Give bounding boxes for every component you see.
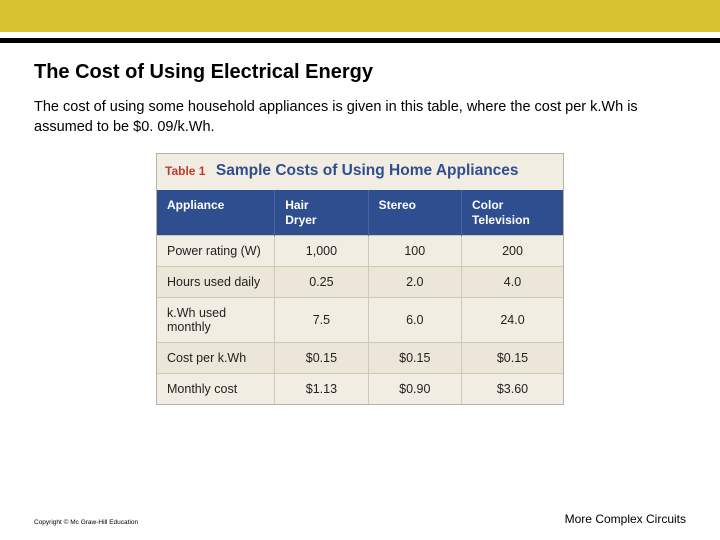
cell: $1.13 (275, 373, 368, 404)
table-row: Cost per k.Wh $0.15 $0.15 $0.15 (157, 342, 563, 373)
table-header-row: Appliance HairDryer Stereo ColorTelevisi… (157, 190, 563, 235)
table-row: k.Wh used monthly 7.5 6.0 24.0 (157, 297, 563, 342)
cell: $0.15 (275, 342, 368, 373)
col-appliance: Appliance (157, 190, 275, 235)
cell: 0.25 (275, 266, 368, 297)
top-bar (0, 0, 720, 32)
section-label: More Complex Circuits (565, 512, 686, 526)
col-color-tv: ColorTelevision (461, 190, 563, 235)
cell: 2.0 (368, 266, 461, 297)
body-text: The cost of using some household applian… (34, 98, 686, 137)
content-area: The Cost of Using Electrical Energy The … (0, 43, 720, 405)
table-caption: Table 1 Sample Costs of Using Home Appli… (157, 154, 563, 190)
cell: 7.5 (275, 297, 368, 342)
row-label: Power rating (W) (157, 235, 275, 266)
table-row: Power rating (W) 1,000 100 200 (157, 235, 563, 266)
row-label: Monthly cost (157, 373, 275, 404)
table-body: Power rating (W) 1,000 100 200 Hours use… (157, 235, 563, 404)
row-label: Hours used daily (157, 266, 275, 297)
col-hair-dryer: HairDryer (275, 190, 368, 235)
cell: 1,000 (275, 235, 368, 266)
cell: 24.0 (461, 297, 563, 342)
cell: 100 (368, 235, 461, 266)
cell: $0.90 (368, 373, 461, 404)
row-label: Cost per k.Wh (157, 342, 275, 373)
cell: 200 (461, 235, 563, 266)
cell: 6.0 (368, 297, 461, 342)
table-row: Hours used daily 0.25 2.0 4.0 (157, 266, 563, 297)
table-title: Sample Costs of Using Home Appliances (216, 162, 519, 179)
cost-table: Appliance HairDryer Stereo ColorTelevisi… (157, 190, 563, 404)
table-row: Monthly cost $1.13 $0.90 $3.60 (157, 373, 563, 404)
row-label: k.Wh used monthly (157, 297, 275, 342)
table-label: Table 1 (165, 164, 205, 178)
cell: $0.15 (368, 342, 461, 373)
col-stereo: Stereo (368, 190, 461, 235)
page-title: The Cost of Using Electrical Energy (34, 61, 686, 84)
cell: $3.60 (461, 373, 563, 404)
cell: 4.0 (461, 266, 563, 297)
cost-table-container: Table 1 Sample Costs of Using Home Appli… (156, 153, 564, 405)
copyright-text: Copyright © Mc Graw-Hill Education (34, 519, 138, 526)
cell: $0.15 (461, 342, 563, 373)
